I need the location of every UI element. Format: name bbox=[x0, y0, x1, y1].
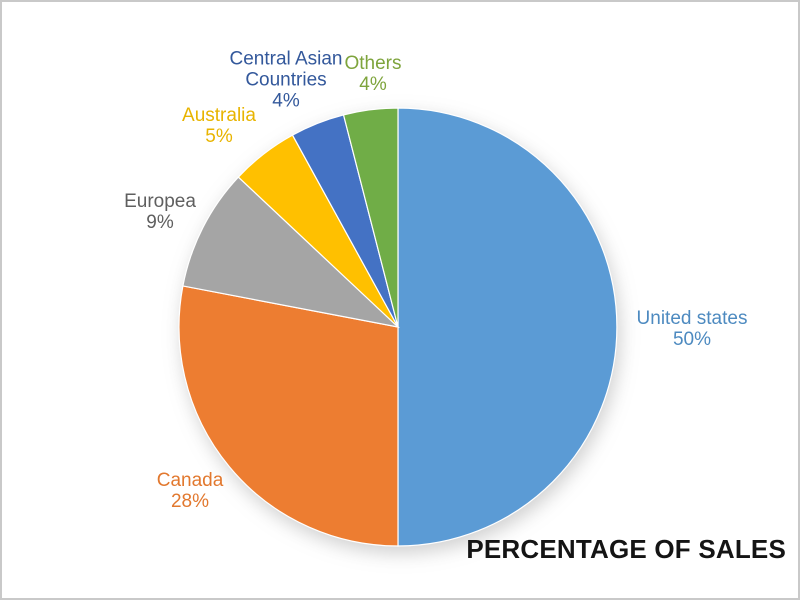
pie-slice-europea bbox=[182, 176, 400, 328]
label-australia: Australia 5% bbox=[182, 105, 256, 147]
label-united-states-pct: 50% bbox=[672, 329, 712, 350]
pie-slice-united-states bbox=[397, 107, 618, 547]
label-others-name: Others bbox=[344, 53, 402, 74]
label-europea-name: Europea bbox=[124, 191, 196, 212]
label-australia-name: Australia bbox=[182, 105, 256, 126]
label-europea-pct: 9% bbox=[146, 212, 174, 233]
pie-slices bbox=[178, 107, 618, 547]
label-canada-name: Canada bbox=[156, 470, 224, 491]
chart-title: PERCENTAGE OF SALES bbox=[466, 534, 786, 564]
label-others-pct: 4% bbox=[359, 74, 387, 95]
label-central-asian-countries-pct: 4% bbox=[272, 90, 300, 112]
label-central-asian-countries-name: Central Asian Countries bbox=[229, 48, 343, 91]
label-europea: Europea 9% bbox=[124, 191, 196, 233]
label-australia-pct: 5% bbox=[205, 126, 233, 147]
label-others: Others 4% bbox=[344, 53, 401, 95]
pie-slice-canada bbox=[178, 285, 399, 547]
label-central-asian-countries: Central Asian Countries 4% bbox=[197, 49, 375, 112]
label-canada-pct: 28% bbox=[170, 491, 210, 512]
label-united-states: United states 50% bbox=[637, 308, 748, 350]
pie-slice-others bbox=[342, 107, 399, 328]
label-canada: Canada 28% bbox=[157, 470, 224, 512]
label-united-states-name: United states bbox=[636, 308, 748, 329]
